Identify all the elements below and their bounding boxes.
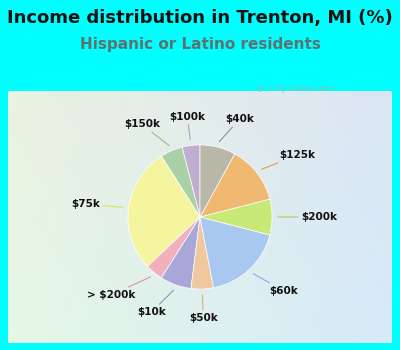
Text: $40k: $40k (219, 114, 254, 142)
Text: $50k: $50k (189, 295, 218, 323)
Wedge shape (200, 154, 270, 217)
Wedge shape (191, 217, 214, 289)
Wedge shape (182, 145, 200, 217)
Wedge shape (161, 217, 200, 288)
Text: $100k: $100k (169, 112, 205, 140)
Text: > $200k: > $200k (87, 277, 150, 300)
Wedge shape (161, 147, 200, 217)
Text: ◔  City-Data.com: ◔ City-Data.com (256, 84, 334, 93)
Text: $60k: $60k (253, 274, 298, 295)
Text: Income distribution in Trenton, MI (%): Income distribution in Trenton, MI (%) (7, 9, 393, 27)
Text: $125k: $125k (262, 150, 316, 169)
Wedge shape (200, 217, 270, 288)
Wedge shape (200, 199, 272, 235)
Text: $150k: $150k (124, 119, 169, 146)
Text: $75k: $75k (71, 199, 123, 209)
Wedge shape (148, 217, 200, 278)
Text: $200k: $200k (278, 212, 337, 222)
Wedge shape (200, 145, 235, 217)
Wedge shape (128, 156, 200, 266)
Text: $10k: $10k (137, 290, 174, 317)
Text: Hispanic or Latino residents: Hispanic or Latino residents (80, 37, 320, 52)
